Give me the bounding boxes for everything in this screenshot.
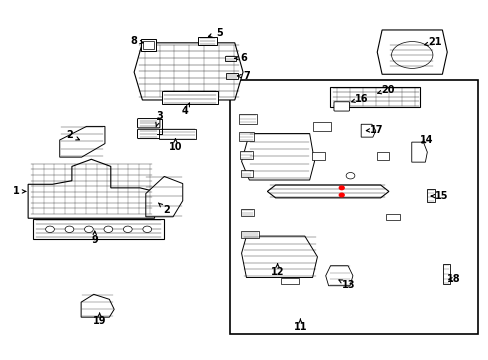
Polygon shape xyxy=(376,30,447,74)
Text: 21: 21 xyxy=(424,37,441,48)
Text: 8: 8 xyxy=(130,36,143,46)
Bar xyxy=(224,56,235,62)
Bar xyxy=(141,39,156,51)
Bar xyxy=(240,209,254,216)
Bar xyxy=(238,113,257,123)
Text: 5: 5 xyxy=(208,28,222,38)
Bar xyxy=(376,153,388,160)
Bar xyxy=(225,73,238,78)
Bar xyxy=(239,152,253,159)
Bar xyxy=(240,170,252,177)
Circle shape xyxy=(65,226,74,233)
Polygon shape xyxy=(267,185,388,198)
FancyBboxPatch shape xyxy=(137,118,160,128)
Polygon shape xyxy=(134,43,243,100)
Bar xyxy=(143,41,154,49)
Polygon shape xyxy=(162,91,218,104)
Text: 19: 19 xyxy=(93,313,106,326)
Bar xyxy=(427,189,434,202)
Polygon shape xyxy=(325,266,352,286)
Text: 17: 17 xyxy=(366,125,383,135)
Bar xyxy=(281,278,299,284)
Text: 4: 4 xyxy=(182,103,189,116)
Text: 15: 15 xyxy=(430,191,447,201)
Polygon shape xyxy=(159,129,196,139)
Bar xyxy=(240,231,259,238)
Polygon shape xyxy=(81,294,114,317)
Polygon shape xyxy=(145,176,183,217)
Text: 3: 3 xyxy=(156,111,163,127)
Text: 2: 2 xyxy=(158,203,170,215)
Text: 1: 1 xyxy=(13,186,25,197)
Bar xyxy=(311,153,325,160)
FancyBboxPatch shape xyxy=(137,129,160,139)
Ellipse shape xyxy=(346,172,354,179)
Text: 16: 16 xyxy=(351,94,368,104)
Polygon shape xyxy=(411,142,427,162)
Polygon shape xyxy=(241,236,317,278)
Text: 7: 7 xyxy=(237,71,249,81)
Text: 18: 18 xyxy=(446,274,459,284)
Circle shape xyxy=(142,226,151,233)
Text: 12: 12 xyxy=(270,264,284,277)
Bar xyxy=(198,37,216,45)
Bar xyxy=(386,213,399,220)
Text: 11: 11 xyxy=(293,319,306,332)
Text: 14: 14 xyxy=(419,135,433,145)
Bar xyxy=(442,264,449,284)
Circle shape xyxy=(104,226,113,233)
Text: 10: 10 xyxy=(168,139,182,152)
Polygon shape xyxy=(60,126,105,157)
Circle shape xyxy=(84,226,93,233)
Circle shape xyxy=(123,226,132,233)
Text: 20: 20 xyxy=(377,85,394,95)
Polygon shape xyxy=(361,124,375,137)
FancyBboxPatch shape xyxy=(333,102,349,111)
Circle shape xyxy=(339,193,344,197)
Text: 9: 9 xyxy=(91,231,98,245)
Polygon shape xyxy=(329,87,419,107)
Circle shape xyxy=(339,186,344,190)
Text: 2: 2 xyxy=(66,130,79,140)
Bar xyxy=(238,132,254,141)
Ellipse shape xyxy=(391,41,432,68)
Bar xyxy=(312,122,330,131)
Text: 13: 13 xyxy=(338,280,355,291)
Polygon shape xyxy=(241,134,314,180)
Polygon shape xyxy=(33,219,164,239)
Bar xyxy=(229,80,477,334)
Circle shape xyxy=(45,226,54,233)
Polygon shape xyxy=(28,159,154,218)
Text: 6: 6 xyxy=(234,53,246,63)
